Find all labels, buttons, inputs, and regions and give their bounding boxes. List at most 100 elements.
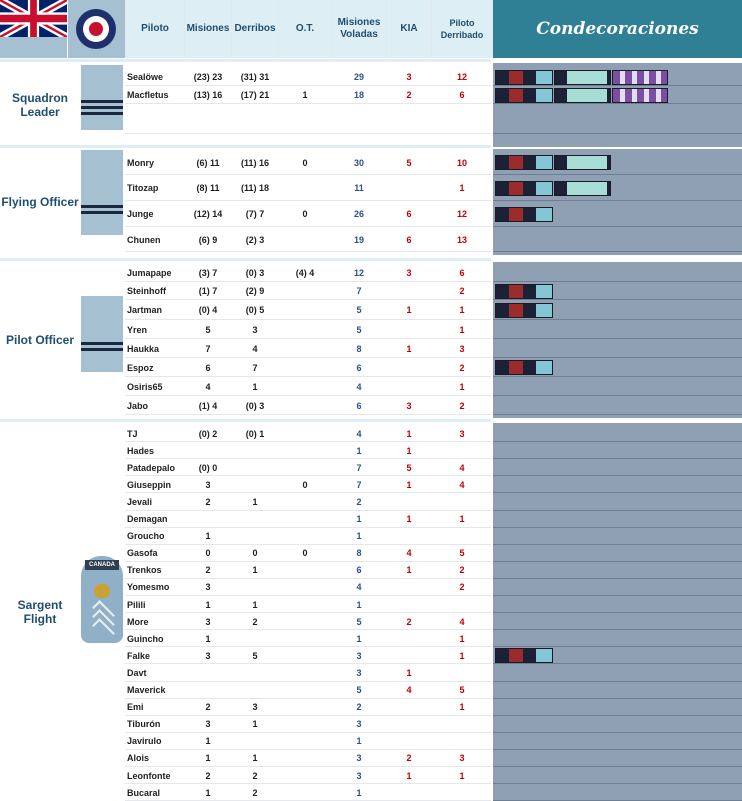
row-divider [125, 509, 491, 511]
panel-divider [493, 595, 742, 596]
pilot-name: Pilili [127, 599, 146, 610]
panel-divider [493, 526, 742, 528]
cell-derribado: 12 [456, 209, 467, 219]
rank-label: Pilot Officer [5, 333, 74, 347]
cell-voladas: 26 [353, 209, 364, 219]
raf-roundel [68, 0, 125, 58]
panel-divider [493, 663, 742, 665]
cell-derribado: 1 [459, 183, 465, 193]
cell-ot [279, 320, 331, 339]
cell-voladas: 5 [356, 616, 362, 627]
ribbon-stripe [509, 649, 523, 663]
cell-kia: 2 [406, 753, 412, 764]
row-divider [125, 783, 491, 785]
ribbon-stripe [536, 361, 552, 374]
column-separator [278, 0, 279, 58]
ribbon-stripe [567, 181, 607, 195]
panel-divider [493, 299, 742, 300]
header-piloto-derribado-line1: Piloto [449, 18, 475, 28]
rank-insignia [81, 296, 123, 372]
cell-ot [279, 511, 331, 528]
cell-voladas: 1 [356, 531, 362, 542]
ribbon-stripe [496, 284, 509, 298]
cell-derribos [232, 682, 278, 699]
cell-derribado: 12 [456, 72, 467, 82]
ribbon-dfc [495, 87, 553, 103]
cell-derribos [232, 630, 278, 647]
ribbon-dfc [495, 180, 553, 196]
panel-divider [493, 133, 742, 134]
cell-ot: 0 [302, 157, 308, 168]
ribbon-stripe [567, 156, 607, 169]
union-jack-flag [0, 0, 69, 41]
ribbon-stripe [496, 649, 509, 663]
row-divider [125, 595, 491, 596]
cell-kia: 3 [406, 72, 412, 82]
ribbon-stripe [536, 207, 552, 221]
row-divider [125, 646, 491, 648]
row-divider [125, 766, 491, 767]
cell-voladas: 18 [353, 90, 364, 100]
cell-voladas: 29 [353, 72, 364, 82]
rank-stripe [81, 342, 123, 345]
cell-kia: 3 [406, 400, 412, 411]
header-misiones-voladas-line2: Voladas [340, 29, 378, 40]
cell-ot [279, 630, 331, 647]
ribbon-stripe [496, 181, 509, 195]
ribbon-stripe [536, 88, 552, 102]
cell-voladas: 19 [353, 234, 364, 245]
rank-insignia: CANADA [81, 556, 123, 643]
ribbon-dfm [554, 69, 611, 85]
ribbon-stripe [496, 88, 509, 102]
ribbon-dfc [495, 283, 553, 299]
ribbon-stripe [644, 88, 649, 102]
cell-derribos [232, 104, 278, 134]
ribbon-dfc [495, 206, 553, 222]
cell-derribado: 1 [459, 514, 465, 525]
rank-label: Squadron Leader [12, 91, 68, 119]
cell-misiones: 4 [205, 381, 211, 392]
cell-voladas: 3 [356, 650, 362, 661]
pilot-name: Yren [127, 324, 148, 335]
row-divider [125, 543, 491, 545]
section-separator [0, 419, 491, 422]
header-kia: KIA [387, 0, 431, 58]
ribbon-stripe [496, 156, 509, 169]
cell-voladas: 1 [356, 445, 362, 456]
cell-ot [279, 682, 331, 699]
cell-derribos: 3 [252, 702, 258, 713]
cell-voladas: 3 [356, 667, 362, 678]
cell-derribos: 1 [252, 719, 258, 730]
cell-misiones: 3 [205, 479, 211, 490]
cell-misiones: 7 [205, 343, 211, 354]
row-divider [125, 748, 491, 750]
cell-misiones: 3 [205, 650, 211, 661]
row-divider [125, 458, 491, 460]
ribbon-stripe [496, 361, 509, 374]
pilot-name: Gasofa [127, 548, 158, 559]
rank-label: Sargent Flight [17, 597, 63, 626]
cell-misiones: 1 [205, 599, 211, 610]
cell-kia: 1 [406, 565, 412, 576]
cell-derribado: 3 [459, 343, 465, 354]
cell-derribos: 3 [252, 324, 258, 335]
pilot-name: Junge [127, 209, 154, 219]
cell-voladas: 1 [356, 633, 362, 644]
cell-ot [279, 733, 331, 750]
ribbon-stripe [523, 70, 536, 84]
ribbon-stripe [555, 88, 567, 102]
cell-derribos [232, 442, 278, 459]
cell-derribado: 5 [459, 685, 465, 696]
row-divider [125, 475, 491, 477]
pilot-name: Jumapape [127, 267, 172, 278]
ribbon-stripe [523, 361, 536, 374]
cell-voladas: 7 [356, 286, 362, 296]
cell-ot [279, 528, 331, 545]
pilot-name: Guincho [127, 633, 164, 644]
header-misiones-voladas: Misiones Voladas [332, 0, 386, 58]
cell-ot [279, 358, 331, 377]
cell-kia: 6 [406, 234, 412, 245]
panel-divider [493, 748, 742, 750]
panel-divider [493, 338, 742, 339]
